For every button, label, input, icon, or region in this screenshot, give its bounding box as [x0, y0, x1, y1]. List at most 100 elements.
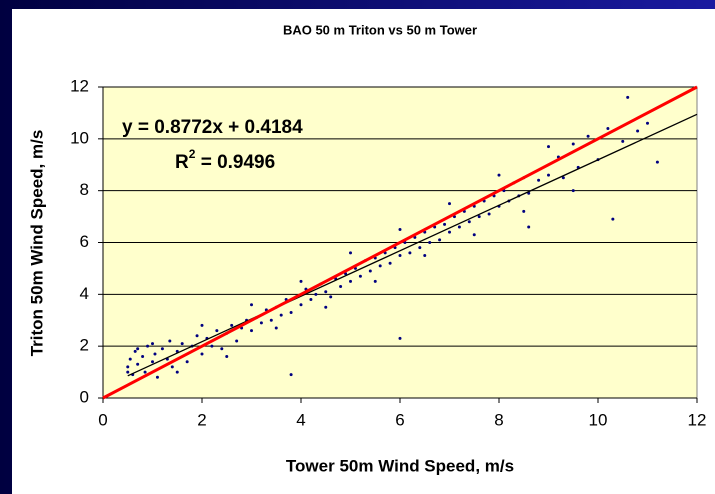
y-tick-label: 2: [80, 336, 89, 355]
point: [443, 222, 447, 226]
y-tick-label: 8: [80, 180, 89, 199]
point: [153, 352, 157, 356]
point: [423, 253, 427, 257]
x-axis-label: Tower 50m Wind Speed, m/s: [286, 456, 514, 475]
point: [200, 323, 204, 327]
point: [527, 225, 531, 229]
point: [151, 360, 154, 364]
point: [448, 202, 451, 206]
point: [349, 279, 352, 283]
point: [636, 129, 640, 133]
point: [259, 321, 263, 325]
point: [289, 373, 293, 377]
point: [160, 347, 164, 351]
point: [215, 329, 219, 333]
point: [269, 318, 273, 322]
point: [126, 365, 130, 369]
point: [472, 233, 476, 237]
point: [225, 355, 229, 359]
point: [398, 336, 402, 340]
point: [428, 241, 432, 244]
point: [128, 357, 132, 361]
r-base: R: [175, 152, 189, 173]
point: [185, 360, 189, 364]
point: [151, 342, 154, 346]
point: [155, 375, 159, 379]
point: [571, 142, 575, 146]
point: [146, 344, 150, 348]
x-tick-label: 6: [395, 410, 404, 429]
identity-line: [102, 85, 698, 400]
y-tick-label: 10: [70, 128, 89, 147]
point: [180, 342, 184, 346]
point: [299, 279, 303, 283]
point: [646, 121, 649, 125]
point: [561, 176, 565, 180]
point: [329, 295, 333, 299]
fit-line: [127, 113, 698, 377]
point: [373, 279, 377, 283]
y-tick-label: 4: [80, 284, 89, 303]
point: [250, 329, 253, 333]
point: [487, 212, 491, 216]
x-tick-label: 4: [296, 410, 305, 429]
point: [368, 269, 372, 273]
point: [606, 126, 610, 130]
point: [299, 303, 303, 307]
point: [477, 215, 481, 219]
equation: y = 0.8772x + 0.4184: [122, 117, 303, 138]
x-tick-label: 10: [589, 410, 608, 429]
point: [210, 344, 214, 348]
point: [220, 347, 224, 351]
point: [398, 228, 402, 232]
y-tick-label: 6: [80, 232, 89, 251]
plot: 0 2 4 6 8 10 12 0 2 4 6 8 10 12: [70, 76, 706, 429]
point: [235, 339, 239, 343]
x-tick-label: 0: [98, 410, 107, 429]
point: [250, 303, 253, 307]
point: [136, 362, 140, 366]
point: [339, 285, 343, 289]
r-value: = 0.9496: [195, 152, 275, 173]
point: [141, 355, 145, 359]
point: [230, 323, 234, 327]
point: [438, 238, 442, 242]
x-tick-label: 2: [197, 410, 206, 429]
point: [358, 274, 362, 278]
point: [571, 189, 575, 193]
point: [467, 220, 471, 224]
point: [398, 253, 402, 257]
point: [537, 178, 541, 182]
x-tick-label: 8: [494, 410, 503, 429]
point: [547, 173, 550, 177]
point: [547, 145, 550, 149]
point: [289, 310, 293, 314]
point: [655, 160, 659, 164]
point: [274, 326, 278, 330]
point: [586, 134, 590, 138]
point: [324, 305, 328, 309]
r-squared: R2 = 0.9496: [175, 147, 275, 173]
point: [279, 313, 283, 317]
point: [175, 370, 179, 374]
x-tick-label: 12: [688, 410, 707, 429]
point: [200, 352, 204, 356]
y-tick-label: 0: [80, 387, 89, 406]
point: [168, 339, 172, 343]
point: [497, 173, 501, 177]
chart-title: BAO 50 m Triton vs 50 m Tower: [283, 22, 477, 37]
point: [324, 290, 328, 294]
point: [195, 334, 199, 338]
point: [378, 264, 382, 268]
point: [611, 217, 615, 221]
point: [621, 139, 625, 143]
point: [133, 349, 137, 353]
point: [408, 251, 412, 255]
point: [448, 230, 451, 234]
point: [309, 298, 313, 302]
point: [314, 292, 318, 296]
point: [418, 246, 422, 250]
r-exponent: 2: [189, 147, 196, 161]
